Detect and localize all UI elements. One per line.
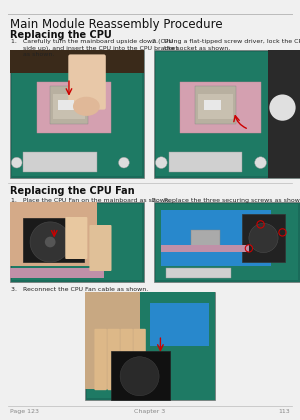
Bar xyxy=(53,94,85,119)
Bar xyxy=(12,204,142,280)
Circle shape xyxy=(249,223,278,252)
Bar xyxy=(190,230,220,246)
Bar xyxy=(154,50,300,178)
Bar xyxy=(198,94,233,119)
Bar xyxy=(12,52,142,176)
Bar xyxy=(161,210,271,266)
FancyBboxPatch shape xyxy=(89,225,112,271)
FancyBboxPatch shape xyxy=(68,55,106,110)
Bar xyxy=(50,86,88,124)
Bar xyxy=(10,202,97,266)
Ellipse shape xyxy=(73,97,100,116)
Bar xyxy=(10,268,104,278)
Circle shape xyxy=(11,157,22,168)
Text: 1.   Place the CPU Fan on the mainboard as shown.: 1. Place the CPU Fan on the mainboard as… xyxy=(11,198,171,203)
Bar xyxy=(169,152,242,172)
Bar xyxy=(10,50,144,73)
Text: Chapter 3: Chapter 3 xyxy=(134,409,166,414)
Text: Replacing the CPU: Replacing the CPU xyxy=(10,30,112,40)
Bar xyxy=(204,100,221,110)
Text: 3.   Reconnect the CPU Fan cable as shown.: 3. Reconnect the CPU Fan cable as shown. xyxy=(11,287,148,292)
Bar xyxy=(166,268,231,278)
Circle shape xyxy=(45,236,56,247)
Bar xyxy=(23,218,84,262)
Circle shape xyxy=(255,157,266,168)
Circle shape xyxy=(118,157,129,168)
Bar xyxy=(37,82,110,133)
Bar xyxy=(10,50,144,178)
Bar xyxy=(23,152,97,172)
Bar xyxy=(161,245,249,252)
Bar xyxy=(111,352,170,400)
Circle shape xyxy=(269,94,296,121)
Bar xyxy=(10,202,144,282)
Text: Main Module Reassembly Procedure: Main Module Reassembly Procedure xyxy=(10,18,223,31)
Circle shape xyxy=(120,357,159,396)
Text: 2.   Replace the three securing screws as shown.: 2. Replace the three securing screws as … xyxy=(152,198,300,203)
FancyBboxPatch shape xyxy=(65,217,87,259)
Bar xyxy=(180,82,261,133)
Bar xyxy=(154,202,300,282)
Bar xyxy=(58,100,74,110)
FancyBboxPatch shape xyxy=(107,329,120,390)
Bar xyxy=(268,50,300,178)
Circle shape xyxy=(155,157,167,168)
FancyBboxPatch shape xyxy=(94,329,107,390)
Bar xyxy=(87,294,213,398)
Bar xyxy=(150,303,208,346)
Bar xyxy=(140,292,215,400)
FancyBboxPatch shape xyxy=(120,329,133,390)
Text: Replacing the CPU Fan: Replacing the CPU Fan xyxy=(10,186,135,196)
Text: 2.   Using a flat-tipped screw driver, lock the CPU in to
      the socket as sh: 2. Using a flat-tipped screw driver, loc… xyxy=(152,39,300,50)
Text: 113: 113 xyxy=(278,409,290,414)
Bar xyxy=(156,204,298,280)
Bar xyxy=(85,292,215,400)
Bar xyxy=(85,292,150,389)
Bar xyxy=(156,52,298,176)
Bar xyxy=(242,214,285,262)
Text: 1.   Carefully turn the mainboard upside down (CPU
      side up), and insert th: 1. Carefully turn the mainboard upside d… xyxy=(11,39,178,57)
Bar xyxy=(195,86,236,124)
Circle shape xyxy=(30,222,70,262)
FancyBboxPatch shape xyxy=(134,329,146,390)
Text: Page 123: Page 123 xyxy=(10,409,39,414)
